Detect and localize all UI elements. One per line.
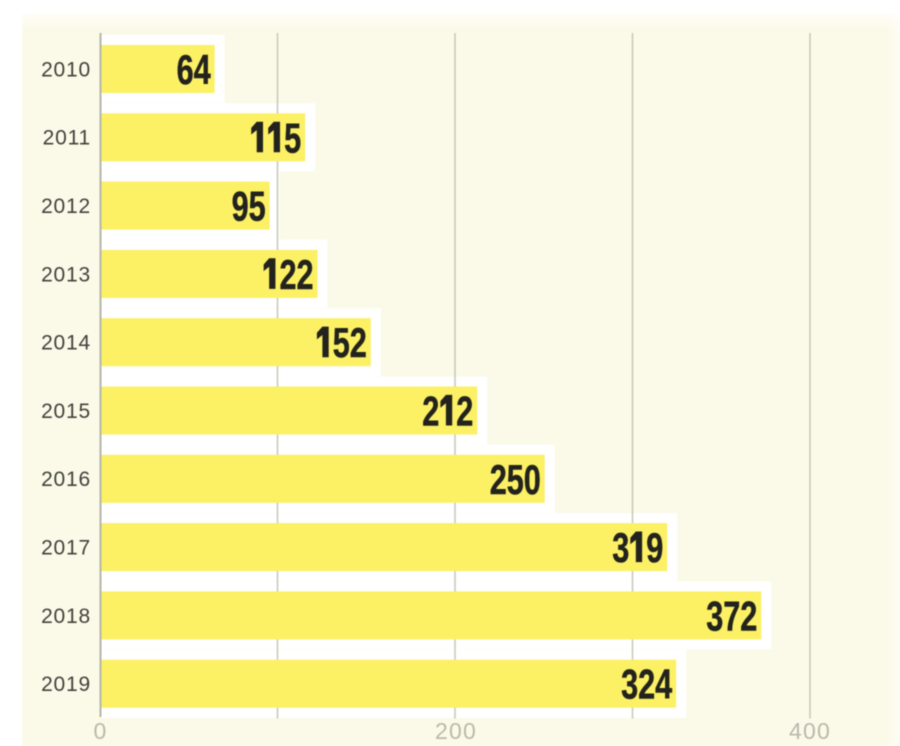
svg-text:2016: 2016 [41, 468, 91, 491]
svg-text:3: 3 [621, 661, 638, 708]
svg-text:0: 0 [524, 456, 541, 503]
svg-text:2011: 2011 [43, 127, 91, 150]
svg-text:2013: 2013 [41, 263, 91, 286]
svg-text:2: 2 [280, 251, 297, 298]
svg-text:2: 2 [350, 320, 367, 367]
svg-text:3: 3 [706, 593, 723, 640]
svg-text:5: 5 [284, 115, 301, 162]
svg-text:200: 200 [435, 718, 477, 744]
svg-text:5: 5 [249, 183, 266, 230]
svg-text:2: 2 [740, 593, 757, 640]
svg-text:0: 0 [94, 718, 108, 744]
svg-text:2: 2 [297, 251, 314, 298]
svg-text:2019: 2019 [41, 673, 91, 696]
svg-text:3: 3 [612, 524, 629, 571]
svg-text:2: 2 [456, 388, 473, 435]
svg-text:2018: 2018 [41, 605, 91, 628]
svg-text:400: 400 [789, 718, 831, 744]
svg-text:2017: 2017 [41, 537, 91, 560]
svg-text:2014: 2014 [41, 332, 91, 355]
svg-text:2: 2 [638, 661, 655, 708]
svg-text:9: 9 [646, 524, 663, 571]
svg-text:2010: 2010 [41, 58, 91, 81]
svg-text:5: 5 [507, 456, 524, 503]
svg-text:2: 2 [422, 388, 439, 435]
svg-text:2012: 2012 [41, 195, 91, 218]
svg-text:4: 4 [194, 46, 212, 93]
svg-text:4: 4 [655, 661, 673, 708]
svg-text:2015: 2015 [41, 400, 91, 423]
svg-text:9: 9 [232, 183, 249, 230]
svg-text:7: 7 [723, 593, 740, 640]
svg-text:6: 6 [177, 46, 194, 93]
svg-text:5: 5 [333, 320, 350, 367]
svg-text:2: 2 [490, 456, 507, 503]
